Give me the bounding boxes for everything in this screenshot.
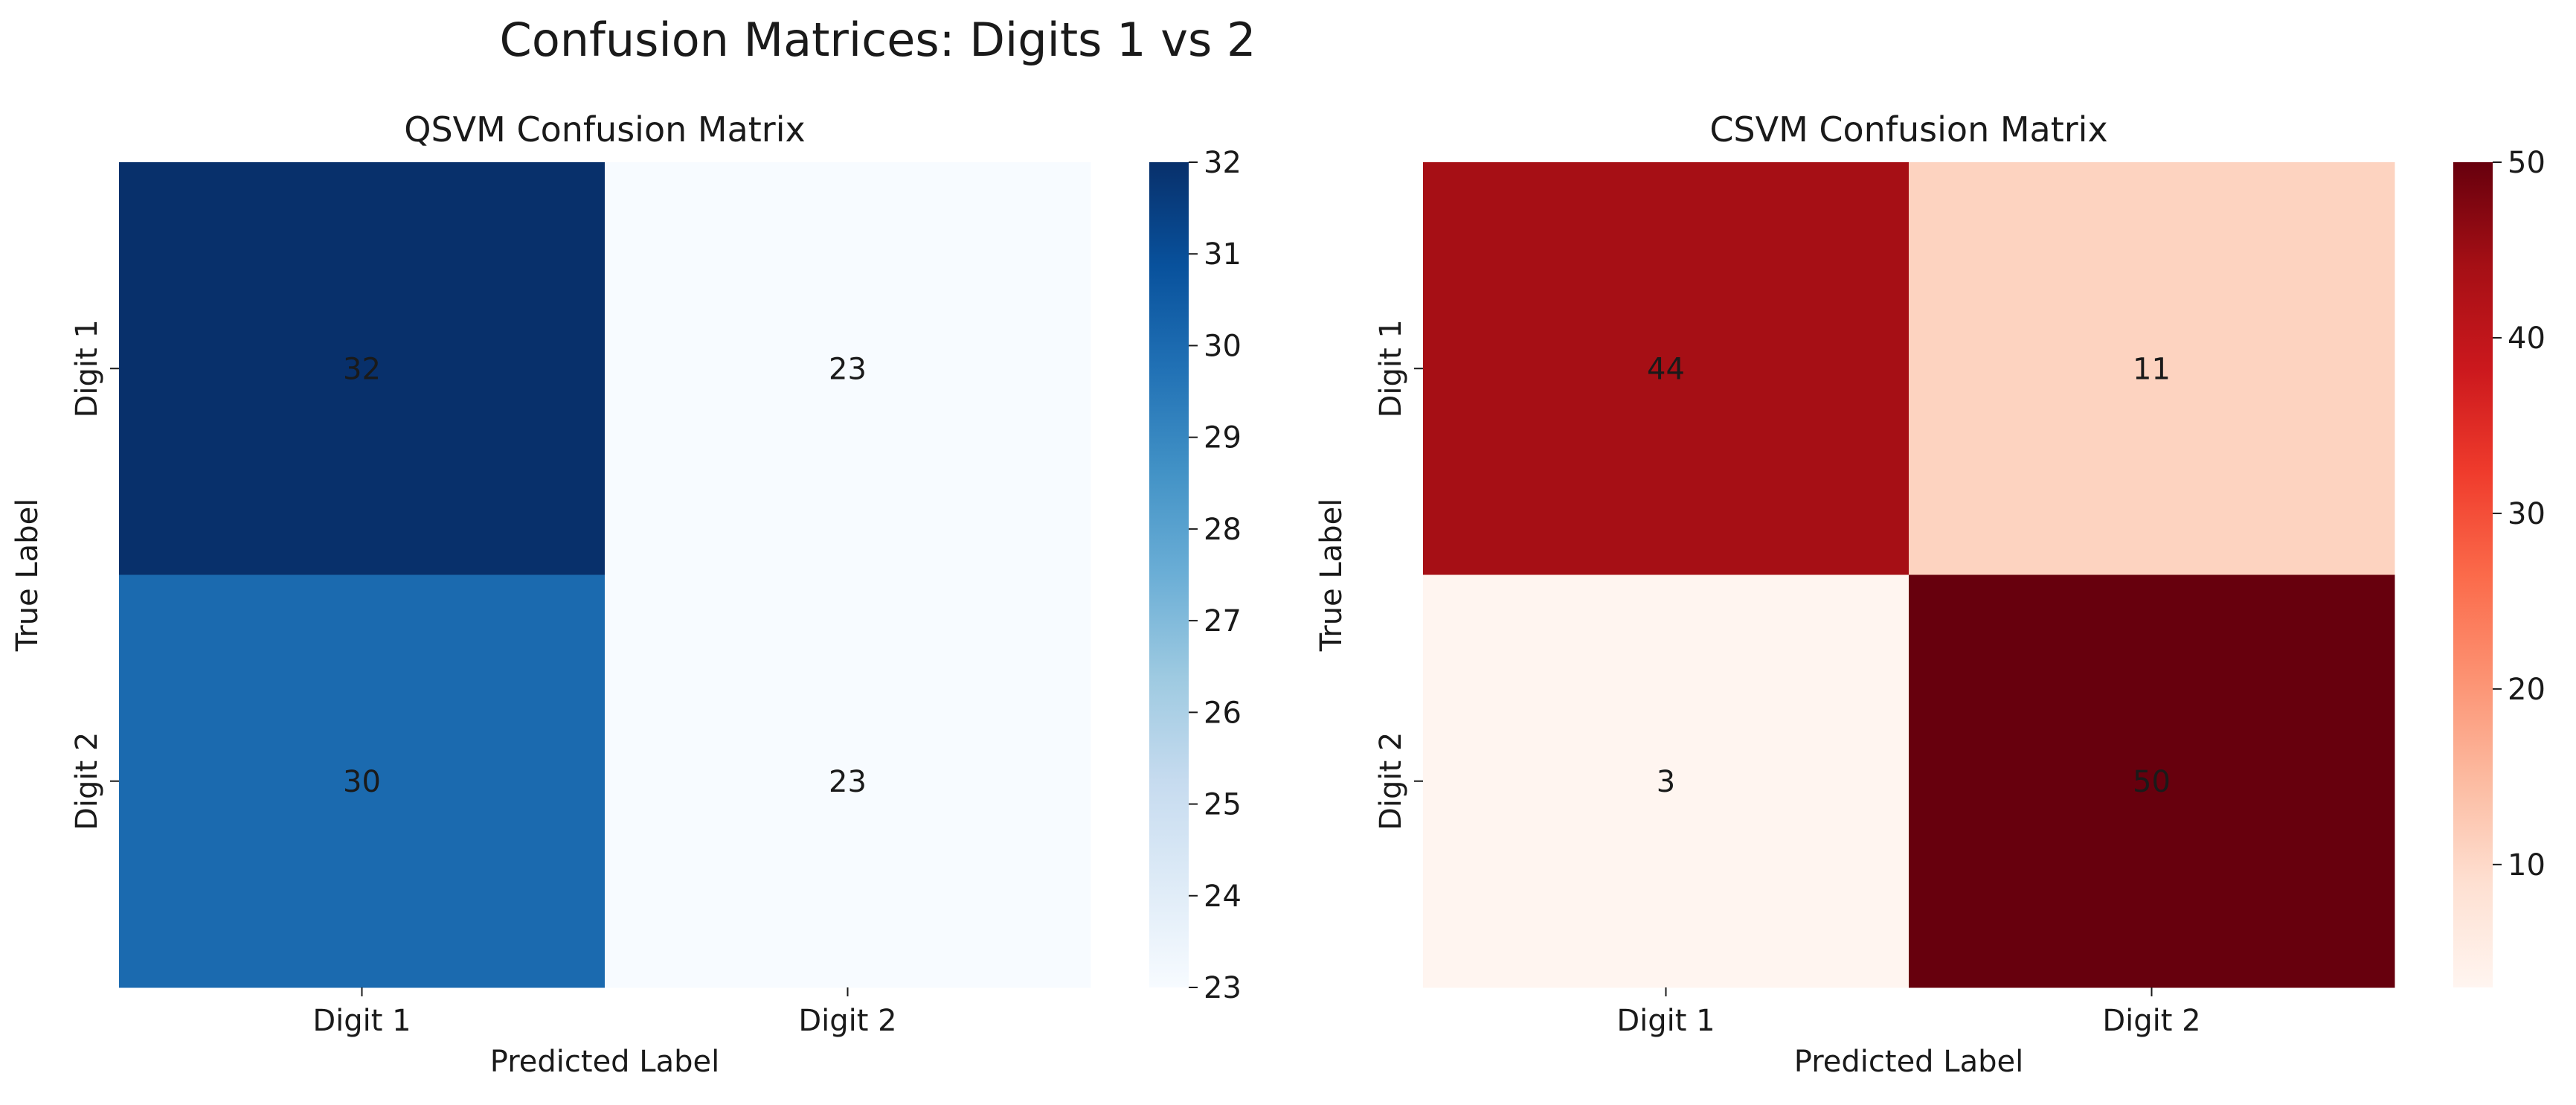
- colorbar-tick-label: 26: [1204, 696, 1242, 730]
- colorbar-tick-label: 31: [1204, 237, 1242, 272]
- y-tick-label: Digit 2: [1374, 732, 1408, 830]
- colorbar-tick-label: 30: [2508, 497, 2546, 531]
- colorbar-tick-label: 25: [1204, 788, 1242, 822]
- csvm-panel-title: CSVM Confusion Matrix: [1709, 109, 2107, 150]
- figure-title: Confusion Matrices: Digits 1 vs 2: [500, 13, 1256, 67]
- colorbar-tick-label: 27: [1204, 604, 1242, 638]
- heatmap-cell-r0-c0: [119, 162, 606, 575]
- x-tick-label: Digit 2: [2102, 1004, 2200, 1038]
- y-axis-label: True Label: [10, 499, 45, 653]
- colorbar-tick-label: 10: [2508, 848, 2546, 883]
- colorbar-tick-label: 50: [2508, 146, 2546, 180]
- cell-annotation-r0-c0: 44: [1647, 352, 1685, 386]
- cell-annotation-r0-c1: 23: [829, 352, 867, 386]
- cell-annotation-r0-c1: 11: [2133, 352, 2171, 386]
- qsvm-confusion-matrix-panel: QSVM Confusion Matrix 32 23 30 23 Digit 1 Digi…: [10, 109, 1242, 1079]
- y-axis-label: True Label: [1314, 499, 1349, 653]
- heatmap-cell-r0-c0: [1423, 162, 1909, 575]
- colorbar-tick-label: 23: [1204, 971, 1242, 1005]
- y-tick-label: Digit 1: [70, 319, 104, 417]
- colorbar-tick-label: 20: [2508, 673, 2546, 707]
- colorbar-tick-label: 30: [1204, 329, 1242, 363]
- y-tick-label: Digit 1: [1374, 319, 1408, 417]
- x-tick-label: Digit 1: [312, 1004, 411, 1038]
- csvm-confusion-matrix-panel: CSVM Confusion Matrix 44 11 3 50 Digit 1 Digit…: [1314, 109, 2546, 1079]
- cell-annotation-r1-c1: 50: [2133, 765, 2171, 799]
- colorbar-tick-label: 28: [1204, 513, 1242, 547]
- colorbar-tick-label: 29: [1204, 421, 1242, 455]
- y-tick-label: Digit 2: [70, 732, 104, 830]
- cell-annotation-r1-c0: 3: [1657, 765, 1675, 799]
- x-tick-label: Digit 2: [798, 1004, 896, 1038]
- cell-annotation-r1-c0: 30: [343, 765, 381, 799]
- cell-annotation-r0-c0: 32: [343, 352, 381, 386]
- heatmap-cell-r1-c0: [119, 574, 606, 988]
- heatmap-cell-r1-c1: [1909, 574, 2395, 988]
- heatmap-cell-r0-c1: [1909, 162, 2395, 575]
- colorbar: [2453, 162, 2493, 987]
- x-axis-label: Predicted Label: [490, 1045, 719, 1079]
- colorbar-tick-label: 24: [1204, 880, 1242, 914]
- heatmap-cell-r1-c1: [605, 574, 1091, 988]
- colorbar-tick-label: 40: [2508, 321, 2546, 356]
- heatmap-cell-r1-c0: [1423, 574, 1909, 988]
- x-axis-label: Predicted Label: [1794, 1045, 2023, 1079]
- cell-annotation-r1-c1: 23: [829, 765, 867, 799]
- heatmap-cell-r0-c1: [605, 162, 1091, 575]
- colorbar-tick-label: 32: [1204, 146, 1242, 180]
- x-tick-label: Digit 1: [1616, 1004, 1715, 1038]
- qsvm-panel-title: QSVM Confusion Matrix: [404, 109, 805, 150]
- colorbar: [1149, 162, 1189, 987]
